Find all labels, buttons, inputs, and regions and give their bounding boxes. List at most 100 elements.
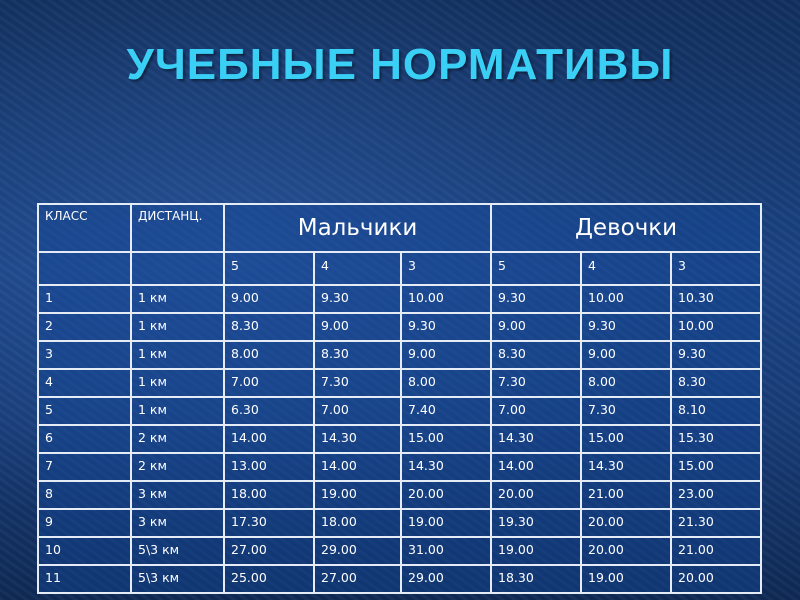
class-cell: 1 [37, 284, 132, 314]
time-cell: 7.30 [580, 396, 673, 426]
class-cell: 4 [37, 368, 132, 398]
time-cell: 14.30 [313, 424, 402, 454]
time-cell: 18.00 [313, 508, 402, 538]
class-cell: 7 [37, 452, 132, 482]
time-cell: 29.00 [313, 536, 402, 566]
grades-row: 5 4 3 5 4 3 [37, 251, 763, 286]
time-cell: 27.00 [313, 564, 402, 594]
class-cell: 6 [37, 424, 132, 454]
time-cell: 13.00 [223, 452, 315, 482]
time-cell: 6.30 [223, 396, 315, 426]
time-cell: 20.00 [580, 508, 673, 538]
time-cell: 8.30 [670, 368, 763, 398]
time-cell: 9.00 [580, 340, 673, 370]
table-row: 10 5\3 км 27.00 29.00 31.00 19.00 20.00 21.00 [37, 536, 763, 566]
time-cell: 19.00 [399, 508, 493, 538]
time-cell: 21.00 [670, 536, 763, 566]
time-cell: 19.00 [313, 480, 402, 510]
time-cell: 10.00 [580, 284, 673, 314]
time-cell: 7.00 [223, 368, 315, 398]
grade-cell: 4 [313, 251, 402, 286]
time-cell: 9.00 [490, 312, 583, 342]
empty-cell [37, 251, 132, 286]
time-cell: 25.00 [223, 564, 315, 594]
time-cell: 9.30 [670, 340, 763, 370]
class-cell: 9 [37, 508, 132, 538]
time-cell: 18.00 [223, 480, 315, 510]
time-cell: 7.30 [313, 368, 402, 398]
time-cell: 9.00 [399, 340, 493, 370]
time-cell: 7.30 [490, 368, 583, 398]
time-cell: 15.00 [580, 424, 673, 454]
distance-cell: 2 км [130, 424, 225, 454]
time-cell: 9.00 [313, 312, 402, 342]
time-cell: 14.30 [399, 452, 493, 482]
distance-cell: 1 км [130, 312, 225, 342]
distance-cell: 1 км [130, 396, 225, 426]
time-cell: 8.10 [670, 396, 763, 426]
class-cell: 2 [37, 312, 132, 342]
time-cell: 15.00 [399, 424, 493, 454]
header-class: КЛАСС [37, 203, 132, 253]
distance-cell: 3 км [130, 480, 225, 510]
class-cell: 3 [37, 340, 132, 370]
time-cell: 8.00 [399, 368, 493, 398]
time-cell: 10.30 [670, 284, 763, 314]
time-cell: 8.00 [223, 340, 315, 370]
time-cell: 9.30 [580, 312, 673, 342]
distance-cell: 1 км [130, 284, 225, 314]
time-cell: 14.30 [490, 424, 583, 454]
header-row: КЛАСС ДИСТАНЦ. Мальчики Девочки [37, 203, 763, 253]
header-boys: Мальчики [222, 203, 493, 253]
time-cell: 23.00 [670, 480, 763, 510]
time-cell: 20.00 [399, 480, 493, 510]
time-cell: 29.00 [399, 564, 493, 594]
header-distance: ДИСТАНЦ. [130, 203, 225, 253]
class-cell: 10 [37, 536, 132, 566]
distance-cell: 3 км [130, 508, 225, 538]
time-cell: 14.00 [223, 424, 315, 454]
grade-cell: 5 [490, 251, 583, 286]
class-cell: 8 [37, 480, 132, 510]
empty-cell [130, 251, 225, 286]
time-cell: 18.30 [490, 564, 583, 594]
grade-cell: 3 [399, 251, 493, 286]
header-girls: Девочки [490, 203, 763, 253]
time-cell: 21.00 [580, 480, 673, 510]
time-cell: 17.30 [223, 508, 315, 538]
time-cell: 10.00 [399, 284, 493, 314]
time-cell: 19.30 [490, 508, 583, 538]
time-cell: 31.00 [399, 536, 493, 566]
time-cell: 15.30 [670, 424, 763, 454]
time-cell: 19.00 [490, 536, 583, 566]
time-cell: 19.00 [580, 564, 673, 594]
time-cell: 20.00 [580, 536, 673, 566]
standards-table: КЛАСС ДИСТАНЦ. Мальчики Девочки 5 4 3 5 … [37, 203, 763, 594]
slide-title: УЧЕБНЫЕ НОРМАТИВЫ [126, 40, 674, 89]
class-cell: 5 [37, 396, 132, 426]
time-cell: 27.00 [223, 536, 315, 566]
time-cell: 14.30 [580, 452, 673, 482]
grade-cell: 3 [670, 251, 763, 286]
time-cell: 10.00 [670, 312, 763, 342]
time-cell: 8.00 [580, 368, 673, 398]
time-cell: 9.30 [490, 284, 583, 314]
time-cell: 15.00 [670, 452, 763, 482]
time-cell: 8.30 [490, 340, 583, 370]
time-cell: 8.30 [313, 340, 402, 370]
distance-cell: 5\3 км [130, 536, 225, 566]
time-cell: 8.30 [223, 312, 315, 342]
time-cell: 9.30 [313, 284, 402, 314]
time-cell: 14.00 [313, 452, 402, 482]
time-cell: 9.00 [223, 284, 315, 314]
time-cell: 7.40 [399, 396, 493, 426]
grade-cell: 5 [223, 251, 315, 286]
